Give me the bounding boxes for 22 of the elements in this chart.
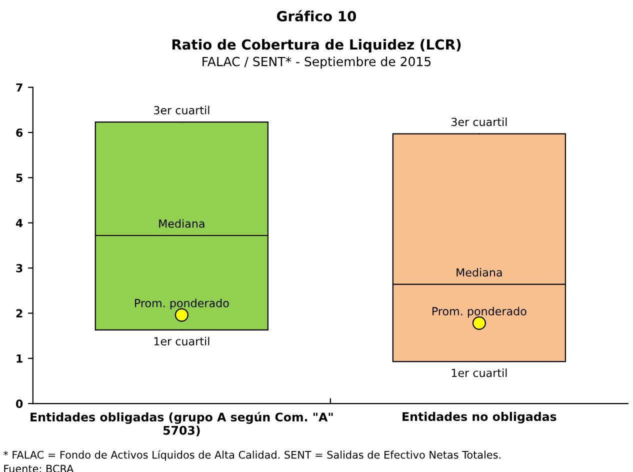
annotation: Prom. ponderado	[135, 298, 229, 310]
annotation: Mediana	[159, 219, 204, 228]
y-tick-label: 4	[16, 218, 23, 228]
x-tick-label: Entidades obligadas (grupo A según Com. "A" 5703)	[30, 412, 333, 436]
annotation: Prom. ponderado	[432, 306, 526, 318]
y-tick-label: 2	[16, 309, 22, 318]
x-tick-label: Entidades no obligadas	[402, 412, 556, 424]
y-tick-label: 5	[16, 174, 22, 182]
y-tick-label: 1	[16, 354, 22, 363]
text: * FALAC = Fondo de Activos Líquidos de Alta Calidad. SENT = Salidas de Efectivo Netas Totales.	[3, 450, 500, 461]
annotation: 1er cuartil	[452, 368, 507, 378]
y-tick-label: 6	[16, 128, 23, 137]
annotation: 3er cuartil	[154, 106, 210, 114]
chart-title: Ratio de Cobertura de Liquidez (LCR)	[172, 39, 461, 52]
chart-subtitle: FALAC / SENT* - Septiembre de 2015	[202, 56, 431, 69]
annotation: 1er cuartil	[154, 336, 210, 346]
y-tick-label: 0	[16, 400, 23, 408]
y-tick-label: 7	[16, 83, 22, 92]
text: Gráfico 10	[277, 10, 356, 22]
y-tick-label: 3	[16, 264, 22, 272]
annotation: 3er cuartil	[451, 118, 507, 126]
annotation: Mediana	[456, 268, 502, 277]
